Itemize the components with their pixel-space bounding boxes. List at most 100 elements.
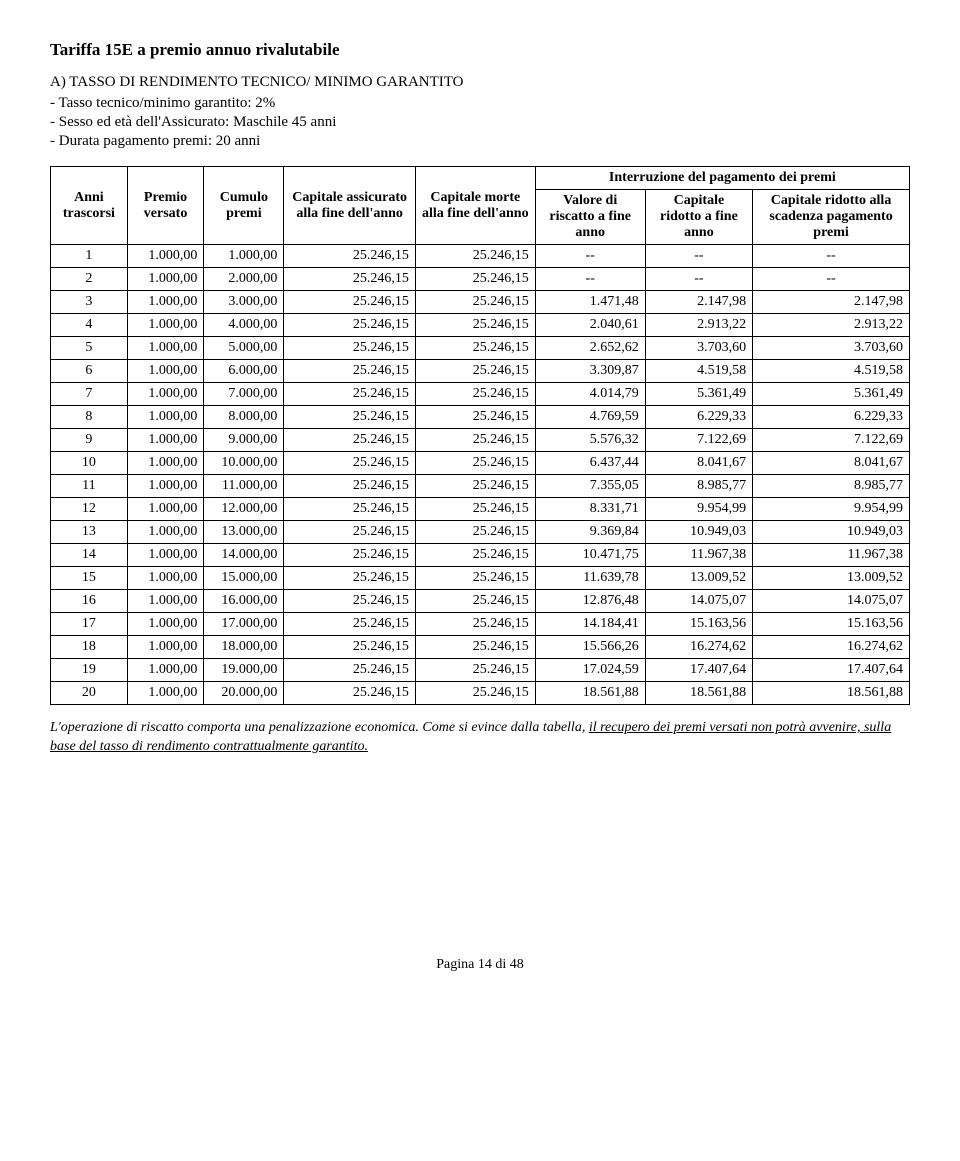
- table-cell: 25.246,15: [415, 314, 535, 337]
- table-cell: 5.000,00: [204, 337, 284, 360]
- table-cell: 7.122,69: [645, 429, 752, 452]
- bullet-line: - Sesso ed età dell'Assicurato: Maschile…: [50, 114, 910, 131]
- table-cell: 25.246,15: [284, 383, 416, 406]
- table-row: 51.000,005.000,0025.246,1525.246,152.652…: [51, 337, 910, 360]
- table-cell: 11.967,38: [753, 544, 910, 567]
- table-cell: 9.369,84: [535, 521, 645, 544]
- table-cell: 10.949,03: [645, 521, 752, 544]
- table-cell: 18.561,88: [753, 682, 910, 705]
- table-cell: 9.954,99: [753, 498, 910, 521]
- table-cell: 18: [51, 636, 128, 659]
- table-cell: 4.519,58: [753, 360, 910, 383]
- table-cell: 11.967,38: [645, 544, 752, 567]
- table-cell: 25.246,15: [415, 337, 535, 360]
- table-cell: 1.000,00: [127, 590, 204, 613]
- table-cell: 15.000,00: [204, 567, 284, 590]
- table-cell: 1.000,00: [127, 406, 204, 429]
- table-cell: 1.000,00: [127, 498, 204, 521]
- table-cell: 17.407,64: [753, 659, 910, 682]
- table-cell: 12.000,00: [204, 498, 284, 521]
- table-cell: 7.355,05: [535, 475, 645, 498]
- col-header-capitale-morte: Capitale morte alla fine dell'anno: [415, 167, 535, 245]
- table-row: 121.000,0012.000,0025.246,1525.246,158.3…: [51, 498, 910, 521]
- table-cell: 9.000,00: [204, 429, 284, 452]
- table-cell: 1.000,00: [127, 544, 204, 567]
- col-header-capitale-ridotto-scadenza: Capitale ridotto alla scadenza pagamento…: [753, 190, 910, 245]
- table-cell: --: [753, 268, 910, 291]
- table-cell: 16: [51, 590, 128, 613]
- table-cell: 25.246,15: [284, 498, 416, 521]
- table-cell: 13: [51, 521, 128, 544]
- table-cell: 12.876,48: [535, 590, 645, 613]
- table-cell: 1.000,00: [127, 613, 204, 636]
- table-cell: 3.000,00: [204, 291, 284, 314]
- table-row: 131.000,0013.000,0025.246,1525.246,159.3…: [51, 521, 910, 544]
- table-cell: 7: [51, 383, 128, 406]
- table-cell: 25.246,15: [284, 567, 416, 590]
- table-row: 181.000,0018.000,0025.246,1525.246,1515.…: [51, 636, 910, 659]
- table-cell: 25.246,15: [284, 452, 416, 475]
- table-cell: 4.014,79: [535, 383, 645, 406]
- table-cell: 1.000,00: [127, 268, 204, 291]
- col-header-valore-riscatto: Valore di riscatto a fine anno: [535, 190, 645, 245]
- document-title: Tariffa 15E a premio annuo rivalutabile: [50, 40, 910, 60]
- table-row: 161.000,0016.000,0025.246,1525.246,1512.…: [51, 590, 910, 613]
- table-cell: 5: [51, 337, 128, 360]
- table-cell: 15: [51, 567, 128, 590]
- table-cell: 5.361,49: [645, 383, 752, 406]
- table-row: 191.000,0019.000,0025.246,1525.246,1517.…: [51, 659, 910, 682]
- table-cell: 10.000,00: [204, 452, 284, 475]
- table-cell: 13.009,52: [753, 567, 910, 590]
- table-cell: 2.000,00: [204, 268, 284, 291]
- table-cell: 17.000,00: [204, 613, 284, 636]
- table-cell: 25.246,15: [284, 245, 416, 268]
- table-cell: 1.000,00: [204, 245, 284, 268]
- table-cell: 7.122,69: [753, 429, 910, 452]
- table-cell: 3: [51, 291, 128, 314]
- table-cell: 3.703,60: [753, 337, 910, 360]
- table-cell: 25.246,15: [284, 429, 416, 452]
- table-cell: 1.000,00: [127, 475, 204, 498]
- table-cell: 25.246,15: [284, 659, 416, 682]
- table-cell: 25.246,15: [415, 452, 535, 475]
- table-cell: 3.309,87: [535, 360, 645, 383]
- table-row: 141.000,0014.000,0025.246,1525.246,1510.…: [51, 544, 910, 567]
- table-row: 101.000,0010.000,0025.246,1525.246,156.4…: [51, 452, 910, 475]
- table-cell: 6.229,33: [753, 406, 910, 429]
- table-cell: 16.000,00: [204, 590, 284, 613]
- table-cell: 11.639,78: [535, 567, 645, 590]
- table-row: 21.000,002.000,0025.246,1525.246,15-----…: [51, 268, 910, 291]
- table-cell: 2: [51, 268, 128, 291]
- table-cell: 8.985,77: [645, 475, 752, 498]
- table-cell: 19.000,00: [204, 659, 284, 682]
- table-row: 11.000,001.000,0025.246,1525.246,15-----…: [51, 245, 910, 268]
- table-cell: 25.246,15: [415, 590, 535, 613]
- table-cell: 1.000,00: [127, 567, 204, 590]
- table-cell: 1.000,00: [127, 659, 204, 682]
- table-cell: 8.985,77: [753, 475, 910, 498]
- col-header-cumulo: Cumulo premi: [204, 167, 284, 245]
- table-cell: 14.075,07: [645, 590, 752, 613]
- col-header-anni: Anni trascorsi: [51, 167, 128, 245]
- table-cell: 1.000,00: [127, 337, 204, 360]
- table-cell: 9: [51, 429, 128, 452]
- table-cell: 25.246,15: [284, 636, 416, 659]
- table-cell: 8.041,67: [753, 452, 910, 475]
- table-cell: 17.407,64: [645, 659, 752, 682]
- col-header-capitale-assicurato: Capitale assicurato alla fine dell'anno: [284, 167, 416, 245]
- table-cell: 25.246,15: [415, 360, 535, 383]
- table-row: 151.000,0015.000,0025.246,1525.246,1511.…: [51, 567, 910, 590]
- table-cell: 25.246,15: [284, 406, 416, 429]
- table-cell: 13.009,52: [645, 567, 752, 590]
- table-cell: 25.246,15: [415, 245, 535, 268]
- tariff-table-body: 11.000,001.000,0025.246,1525.246,15-----…: [51, 245, 910, 705]
- table-cell: 2.652,62: [535, 337, 645, 360]
- tariff-table: Anni trascorsi Premio versato Cumulo pre…: [50, 166, 910, 705]
- bullet-line: - Tasso tecnico/minimo garantito: 2%: [50, 95, 910, 112]
- table-cell: 11.000,00: [204, 475, 284, 498]
- table-cell: 1: [51, 245, 128, 268]
- table-cell: 25.246,15: [415, 659, 535, 682]
- table-cell: 25.246,15: [415, 636, 535, 659]
- table-cell: 11: [51, 475, 128, 498]
- table-row: 61.000,006.000,0025.246,1525.246,153.309…: [51, 360, 910, 383]
